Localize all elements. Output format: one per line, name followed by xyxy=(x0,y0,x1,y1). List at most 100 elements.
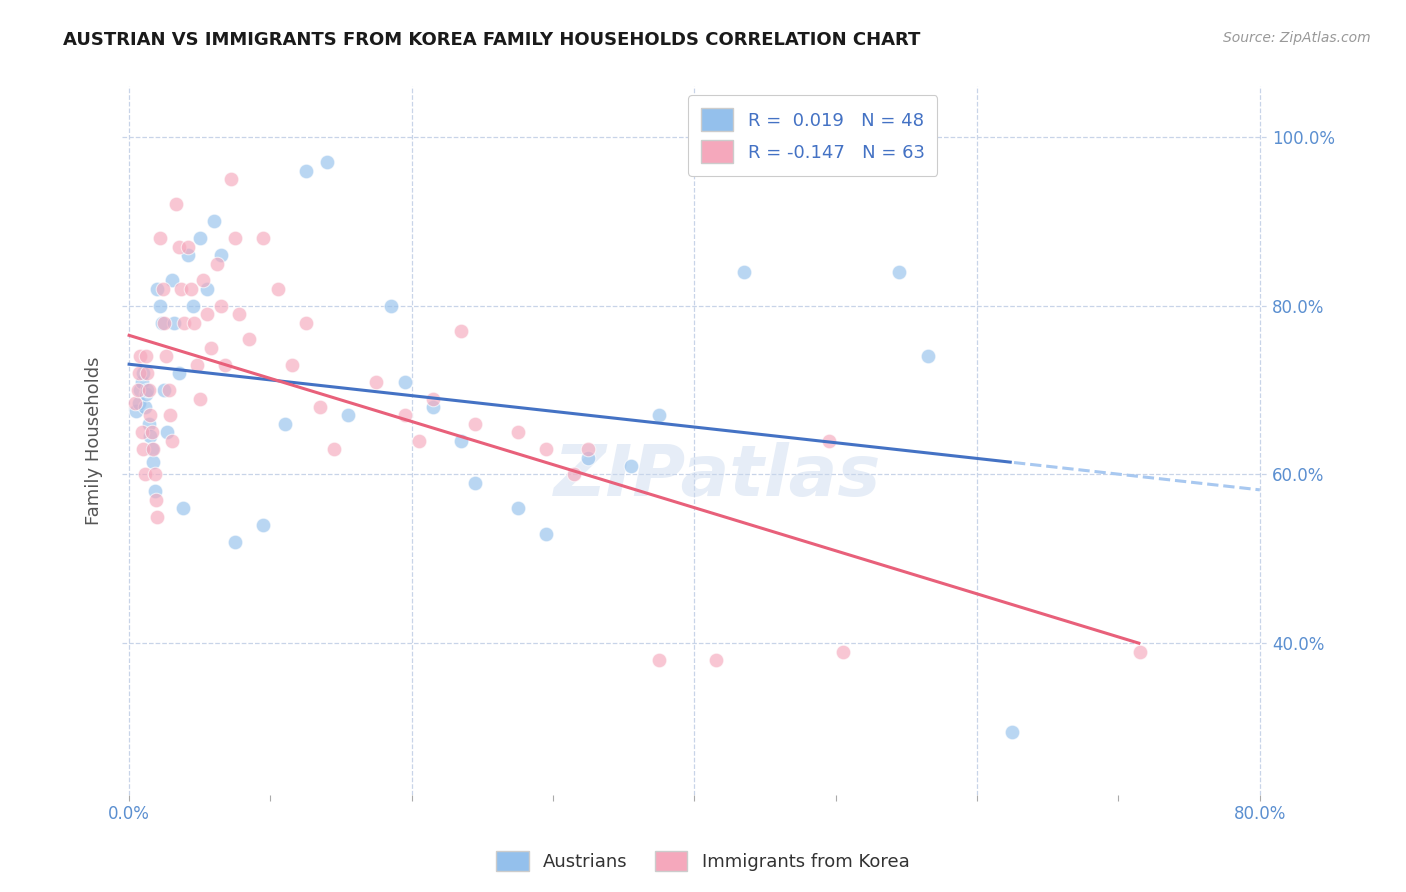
Point xyxy=(152,282,174,296)
Point xyxy=(138,383,160,397)
Point xyxy=(200,341,222,355)
Point xyxy=(186,358,208,372)
Point xyxy=(408,434,430,448)
Point xyxy=(238,333,260,347)
Text: ZIPatlas: ZIPatlas xyxy=(554,442,882,510)
Point xyxy=(188,392,211,406)
Point xyxy=(131,425,153,440)
Point xyxy=(252,518,274,533)
Point xyxy=(733,265,755,279)
Point xyxy=(129,349,152,363)
Point xyxy=(135,387,157,401)
Point xyxy=(889,265,911,279)
Point xyxy=(917,349,939,363)
Point xyxy=(165,197,187,211)
Point xyxy=(578,442,600,457)
Point xyxy=(132,442,155,457)
Point xyxy=(167,366,190,380)
Point xyxy=(209,248,232,262)
Point xyxy=(506,425,529,440)
Point xyxy=(219,172,242,186)
Point xyxy=(142,442,165,457)
Point xyxy=(127,383,149,397)
Point xyxy=(294,316,316,330)
Text: Source: ZipAtlas.com: Source: ZipAtlas.com xyxy=(1223,31,1371,45)
Point xyxy=(125,404,148,418)
Point xyxy=(191,273,214,287)
Legend: R =  0.019   N = 48, R = -0.147   N = 63: R = 0.019 N = 48, R = -0.147 N = 63 xyxy=(688,95,938,176)
Point xyxy=(195,307,218,321)
Point xyxy=(464,417,486,431)
Point xyxy=(224,535,246,549)
Point xyxy=(394,375,416,389)
Point xyxy=(205,256,228,270)
Point xyxy=(316,155,339,169)
Point xyxy=(280,358,302,372)
Point xyxy=(366,375,388,389)
Point xyxy=(228,307,250,321)
Point xyxy=(177,240,200,254)
Point xyxy=(170,282,193,296)
Point xyxy=(128,366,150,380)
Point xyxy=(139,429,162,443)
Point xyxy=(422,392,444,406)
Point xyxy=(134,467,156,482)
Point xyxy=(188,231,211,245)
Point xyxy=(160,273,183,287)
Point xyxy=(648,409,671,423)
Point xyxy=(128,396,150,410)
Point xyxy=(146,282,169,296)
Point xyxy=(1129,645,1152,659)
Point xyxy=(422,400,444,414)
Point xyxy=(135,349,157,363)
Point xyxy=(136,383,159,397)
Point xyxy=(141,425,163,440)
Point xyxy=(506,501,529,516)
Point xyxy=(183,316,205,330)
Point xyxy=(450,324,472,338)
Point xyxy=(153,316,176,330)
Point xyxy=(145,492,167,507)
Point xyxy=(273,417,295,431)
Point xyxy=(146,509,169,524)
Point xyxy=(337,409,360,423)
Point xyxy=(309,400,332,414)
Point xyxy=(214,358,236,372)
Point xyxy=(209,299,232,313)
Point xyxy=(177,248,200,262)
Point xyxy=(143,467,166,482)
Point xyxy=(139,409,162,423)
Point xyxy=(323,442,346,457)
Point xyxy=(831,645,853,659)
Point xyxy=(202,214,225,228)
Point xyxy=(124,396,146,410)
Point xyxy=(534,442,557,457)
Point xyxy=(134,400,156,414)
Point xyxy=(266,282,288,296)
Point xyxy=(394,409,416,423)
Point xyxy=(136,366,159,380)
Point xyxy=(620,458,643,473)
Point xyxy=(534,526,557,541)
Point xyxy=(131,375,153,389)
Point xyxy=(1001,724,1024,739)
Text: AUSTRIAN VS IMMIGRANTS FROM KOREA FAMILY HOUSEHOLDS CORRELATION CHART: AUSTRIAN VS IMMIGRANTS FROM KOREA FAMILY… xyxy=(63,31,921,49)
Point xyxy=(180,282,202,296)
Point xyxy=(464,475,486,490)
Point xyxy=(578,450,600,465)
Point xyxy=(150,316,173,330)
Point xyxy=(160,434,183,448)
Point xyxy=(704,653,727,667)
Point xyxy=(159,409,181,423)
Point xyxy=(153,383,176,397)
Point xyxy=(132,366,155,380)
Point xyxy=(562,467,585,482)
Y-axis label: Family Households: Family Households xyxy=(86,357,103,525)
Point xyxy=(380,299,402,313)
Point xyxy=(149,299,172,313)
Point xyxy=(648,653,671,667)
Point xyxy=(142,455,165,469)
Point xyxy=(149,231,172,245)
Point xyxy=(157,383,180,397)
Point xyxy=(173,316,195,330)
